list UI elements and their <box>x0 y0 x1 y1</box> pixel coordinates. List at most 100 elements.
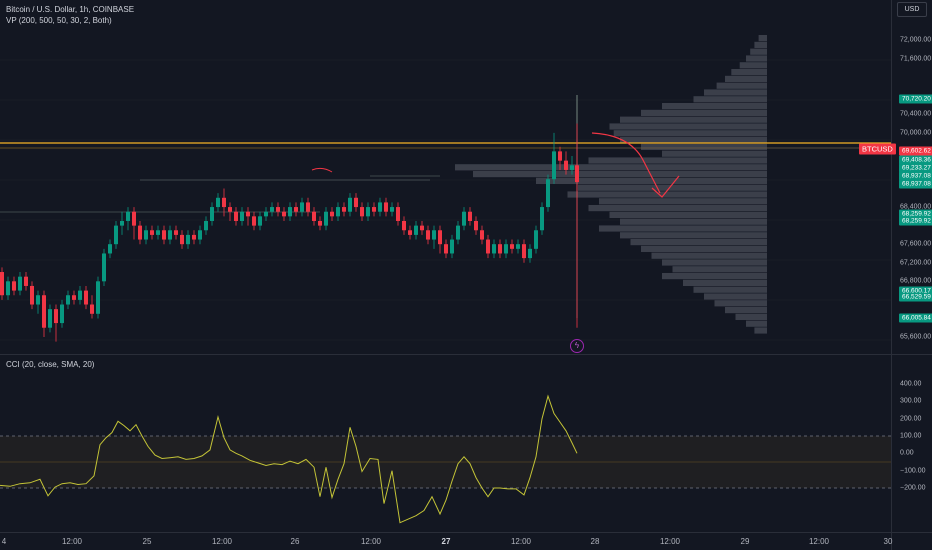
volume-profile-bar <box>683 279 767 286</box>
volume-profile-bar <box>746 55 767 62</box>
candle-down <box>138 225 142 240</box>
candle-up <box>540 207 544 231</box>
candle-down <box>192 234 196 240</box>
currency-button[interactable]: USD <box>897 2 927 17</box>
candle-down <box>84 290 88 305</box>
candle-down <box>276 207 280 212</box>
candle-up <box>36 295 40 305</box>
time-tick-label: 12:00 <box>510 537 532 546</box>
volume-profile-bar <box>641 143 767 150</box>
price-tick-label: 70,000.00 <box>900 129 932 137</box>
candle-down <box>360 207 364 217</box>
price-tick-label: 68,400.00 <box>900 203 932 211</box>
lightning-icon[interactable]: ϟ <box>570 339 584 353</box>
volume-profile-bar <box>716 82 767 89</box>
candle-up <box>78 290 82 300</box>
volume-profile-bar <box>693 96 767 103</box>
candle-down <box>24 276 28 286</box>
candle-up <box>270 207 274 212</box>
pane-divider[interactable] <box>0 354 932 355</box>
volume-profile-bar <box>599 225 767 232</box>
volume-profile-bar <box>588 205 767 212</box>
candle-down <box>372 207 376 212</box>
candle-down <box>318 220 322 226</box>
volume-profile-bar <box>613 130 767 137</box>
candle-up <box>528 248 532 259</box>
candle-up <box>114 225 118 245</box>
candle-up <box>204 220 208 231</box>
cci-tick-label: 100.00 <box>900 432 922 440</box>
volume-profile-bar <box>754 41 767 48</box>
cci-tick-label: −200.00 <box>900 484 926 492</box>
cci-line <box>0 394 578 524</box>
candle-up <box>144 230 148 240</box>
candle-up <box>60 304 64 324</box>
volume-profile-bar <box>641 109 767 116</box>
candle-up <box>18 276 22 291</box>
cci-legend[interactable]: CCI (20, close, SMA, 20) <box>6 360 95 369</box>
candle-down <box>228 207 232 212</box>
candle-down <box>330 211 334 217</box>
candle-up <box>378 202 382 212</box>
time-tick-label: 4 <box>1 537 7 546</box>
candle-up <box>108 244 112 254</box>
candle-down <box>558 151 562 161</box>
price-tag: 68,259.92 <box>899 216 932 226</box>
candle-down <box>54 309 58 324</box>
candle-up <box>462 211 466 226</box>
candle-up <box>336 207 340 217</box>
time-tick-label: 12:00 <box>61 537 83 546</box>
price-chart[interactable] <box>0 0 891 354</box>
candle-down <box>402 220 406 231</box>
time-tick-label: 27 <box>441 537 451 546</box>
annotation-curve <box>311 167 333 173</box>
price-tag: 68,937.08 <box>899 171 932 181</box>
candle-down <box>444 244 448 254</box>
volume-profile-bar <box>620 137 767 144</box>
cci-tick-label: 200.00 <box>900 415 922 423</box>
cci-chart[interactable] <box>0 355 891 533</box>
price-tick-label: 65,600.00 <box>900 333 932 341</box>
candle-up <box>186 234 190 245</box>
candle-down <box>222 197 226 208</box>
candle-up <box>96 281 100 314</box>
candle-down <box>252 216 256 226</box>
price-tick-label: 71,600.00 <box>900 55 932 63</box>
candle-down <box>354 197 358 208</box>
candle-up <box>432 230 436 240</box>
volume-profile-bar <box>704 89 767 96</box>
candle-down <box>30 285 34 305</box>
candle-down <box>468 211 472 221</box>
cci-tick-label: 400.00 <box>900 380 922 388</box>
time-tick-label: 28 <box>590 537 600 546</box>
candle-down <box>510 244 514 249</box>
price-axis-divider <box>891 0 892 550</box>
cci-band <box>0 436 891 488</box>
time-tick-label: 12:00 <box>808 537 830 546</box>
candle-down <box>426 230 430 240</box>
candle-down <box>522 244 526 259</box>
candle-down <box>180 234 184 245</box>
volume-profile-bar <box>567 191 767 198</box>
candle-up <box>210 207 214 221</box>
volume-profile-bar <box>630 239 767 246</box>
candle-down <box>174 230 178 235</box>
candle-down <box>312 211 316 221</box>
candle-down <box>396 207 400 221</box>
volume-profile-bar <box>620 232 767 239</box>
projection-arrow-head <box>651 175 680 198</box>
candle-down <box>420 225 424 231</box>
candle-up <box>102 253 106 282</box>
candle-up <box>348 197 352 212</box>
candle-down <box>384 202 388 212</box>
price-tag: 70,720.20 <box>899 94 932 104</box>
price-tick-label: 66,800.00 <box>900 277 932 285</box>
volume-profile-bar <box>588 157 767 164</box>
candle-down <box>498 244 502 254</box>
candle-down <box>72 295 76 300</box>
indicator-legend[interactable]: VP (200, 500, 50, 30, 2, Both) <box>6 16 112 25</box>
volume-profile-bar <box>536 177 767 184</box>
volume-profile-bar <box>735 313 767 320</box>
cci-tick-label: 300.00 <box>900 397 922 405</box>
